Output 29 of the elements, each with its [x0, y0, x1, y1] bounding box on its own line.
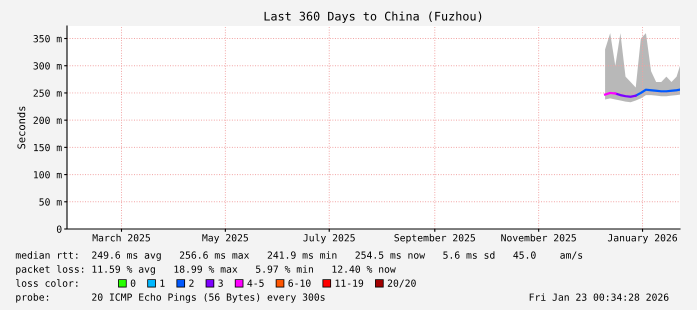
text: probe: 20 ICMP Echo Pings (56 Bytes) every 300s — [16, 293, 325, 303]
y-tick-label: 300 m — [34, 62, 62, 70]
x-tick-label: July 2025 — [303, 234, 355, 244]
y-tick-label: 50 m — [39, 198, 62, 206]
legend-label: 3 — [218, 279, 223, 287]
y-axis-title: Seconds — [17, 106, 26, 149]
text: median rtt: 249.6 ms avg 256.6 ms max 241.9 ms min 254.5 ms now 5.6 ms sd 45.0 am/s — [16, 251, 582, 261]
y-tick-label: 350 m — [34, 35, 62, 42]
legend-label: 2 — [189, 279, 194, 287]
legend-label: 6-10 — [288, 279, 311, 287]
x-tick-label: May 2025 — [202, 234, 248, 244]
x-tick-label: January 2026 — [608, 234, 678, 244]
y-tick-label: 200 m — [34, 116, 62, 124]
legend-label: 1 — [160, 280, 165, 287]
y-tick-label: 0 — [56, 226, 62, 233]
y-tick-label: 250 m — [34, 89, 62, 97]
legend-label: 4-5 — [247, 280, 264, 287]
legend-title: loss color: — [16, 279, 78, 287]
x-tick-label: March 2025 — [92, 234, 150, 242]
text: Fri Jan 23 00:34:28 2026 — [530, 293, 668, 301]
text: packet loss: 11.59 % avg 18.99 % max 5.97 % min 12.40 % now — [16, 265, 396, 275]
y-tick-label: 100 m — [34, 171, 62, 178]
legend-label: 20/20 — [388, 279, 416, 288]
y-tick-label: 150 m — [34, 144, 62, 152]
chart-title: Last 360 Days to China (Fuzhou) — [264, 11, 482, 23]
x-tick-label: September 2025 — [394, 234, 475, 244]
legend-label: 11-19 — [336, 279, 364, 287]
legend-label: 0 — [130, 279, 136, 287]
x-tick-label: November 2025 — [501, 234, 576, 242]
